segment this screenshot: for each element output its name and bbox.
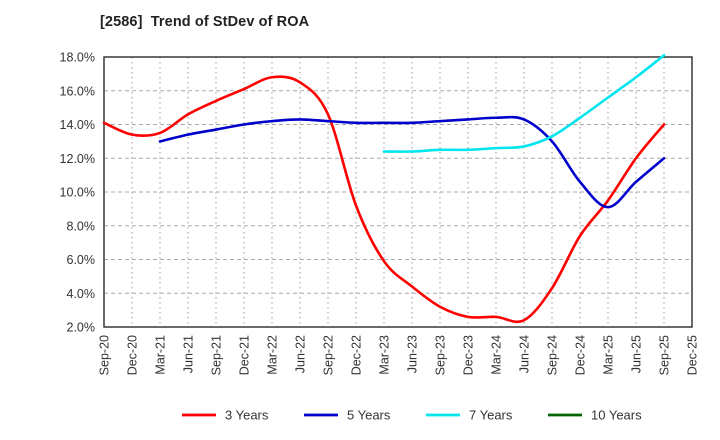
x-tick-label: Dec-23 (462, 335, 476, 375)
y-tick-label: 8.0% (67, 219, 96, 233)
chart-legend: 3 Years 5 Years 7 Years 10 Years (182, 407, 642, 422)
x-tick-label: Mar-22 (266, 335, 280, 375)
x-tick-label: Mar-23 (378, 335, 392, 375)
legend-label-3-years: 3 Years (225, 407, 269, 422)
series-line-5-years (158, 115, 666, 209)
x-tick-label: Dec-22 (350, 335, 364, 375)
y-tick-label: 18.0% (60, 51, 95, 65)
legend-label-10-years: 10 Years (591, 407, 642, 422)
x-tick-label: Mar-25 (602, 335, 616, 375)
x-tick-label: Sep-25 (658, 335, 672, 375)
x-tick-label: Sep-21 (210, 335, 224, 375)
y-axis-tick-labels: 2.0% 4.0% 6.0% 8.0% 10.0% 12.0% 14.0% 16.0% 18.0… (60, 51, 95, 335)
y-tick-label: 12.0% (60, 152, 95, 166)
x-tick-label: Jun-22 (294, 335, 308, 373)
legend-label-5-years: 5 Years (347, 407, 391, 422)
y-tick-label: 10.0% (60, 186, 95, 200)
y-tick-label: 4.0% (67, 287, 96, 301)
series-line-7-years (382, 54, 666, 153)
x-tick-label: Dec-21 (238, 335, 252, 375)
x-tick-label: Dec-24 (574, 335, 588, 375)
x-tick-label: Sep-20 (98, 335, 112, 375)
x-tick-label: Dec-25 (686, 335, 700, 375)
x-axis-tick-labels: Sep-20 Dec-20 Mar-21 Jun-21 Sep-21 Dec-21 Mar-… (98, 335, 700, 375)
plot-frame (103, 56, 693, 328)
chart-title: [2586] Trend of StDev of ROA (100, 14, 310, 30)
series-line-3-years (102, 75, 666, 324)
x-tick-label: Dec-20 (126, 335, 140, 375)
x-tick-label: Mar-21 (154, 335, 168, 375)
x-tick-label: Jun-24 (518, 335, 532, 373)
x-tick-label: Jun-23 (406, 335, 420, 373)
y-tick-label: 14.0% (60, 118, 95, 132)
legend-label-7-years: 7 Years (469, 407, 513, 422)
y-tick-label: 2.0% (67, 321, 96, 335)
data-series-group (102, 54, 666, 324)
major-gridlines (104, 90, 692, 294)
x-tick-label: Sep-22 (322, 335, 336, 375)
y-tick-label: 16.0% (60, 84, 95, 98)
y-tick-label: 6.0% (67, 253, 96, 267)
x-tick-label: Jun-21 (182, 335, 196, 373)
x-tick-label: Mar-24 (490, 335, 504, 375)
x-tick-label: Sep-23 (434, 335, 448, 375)
x-tick-label: Jun-25 (630, 335, 644, 373)
x-tick-label: Sep-24 (546, 335, 560, 375)
